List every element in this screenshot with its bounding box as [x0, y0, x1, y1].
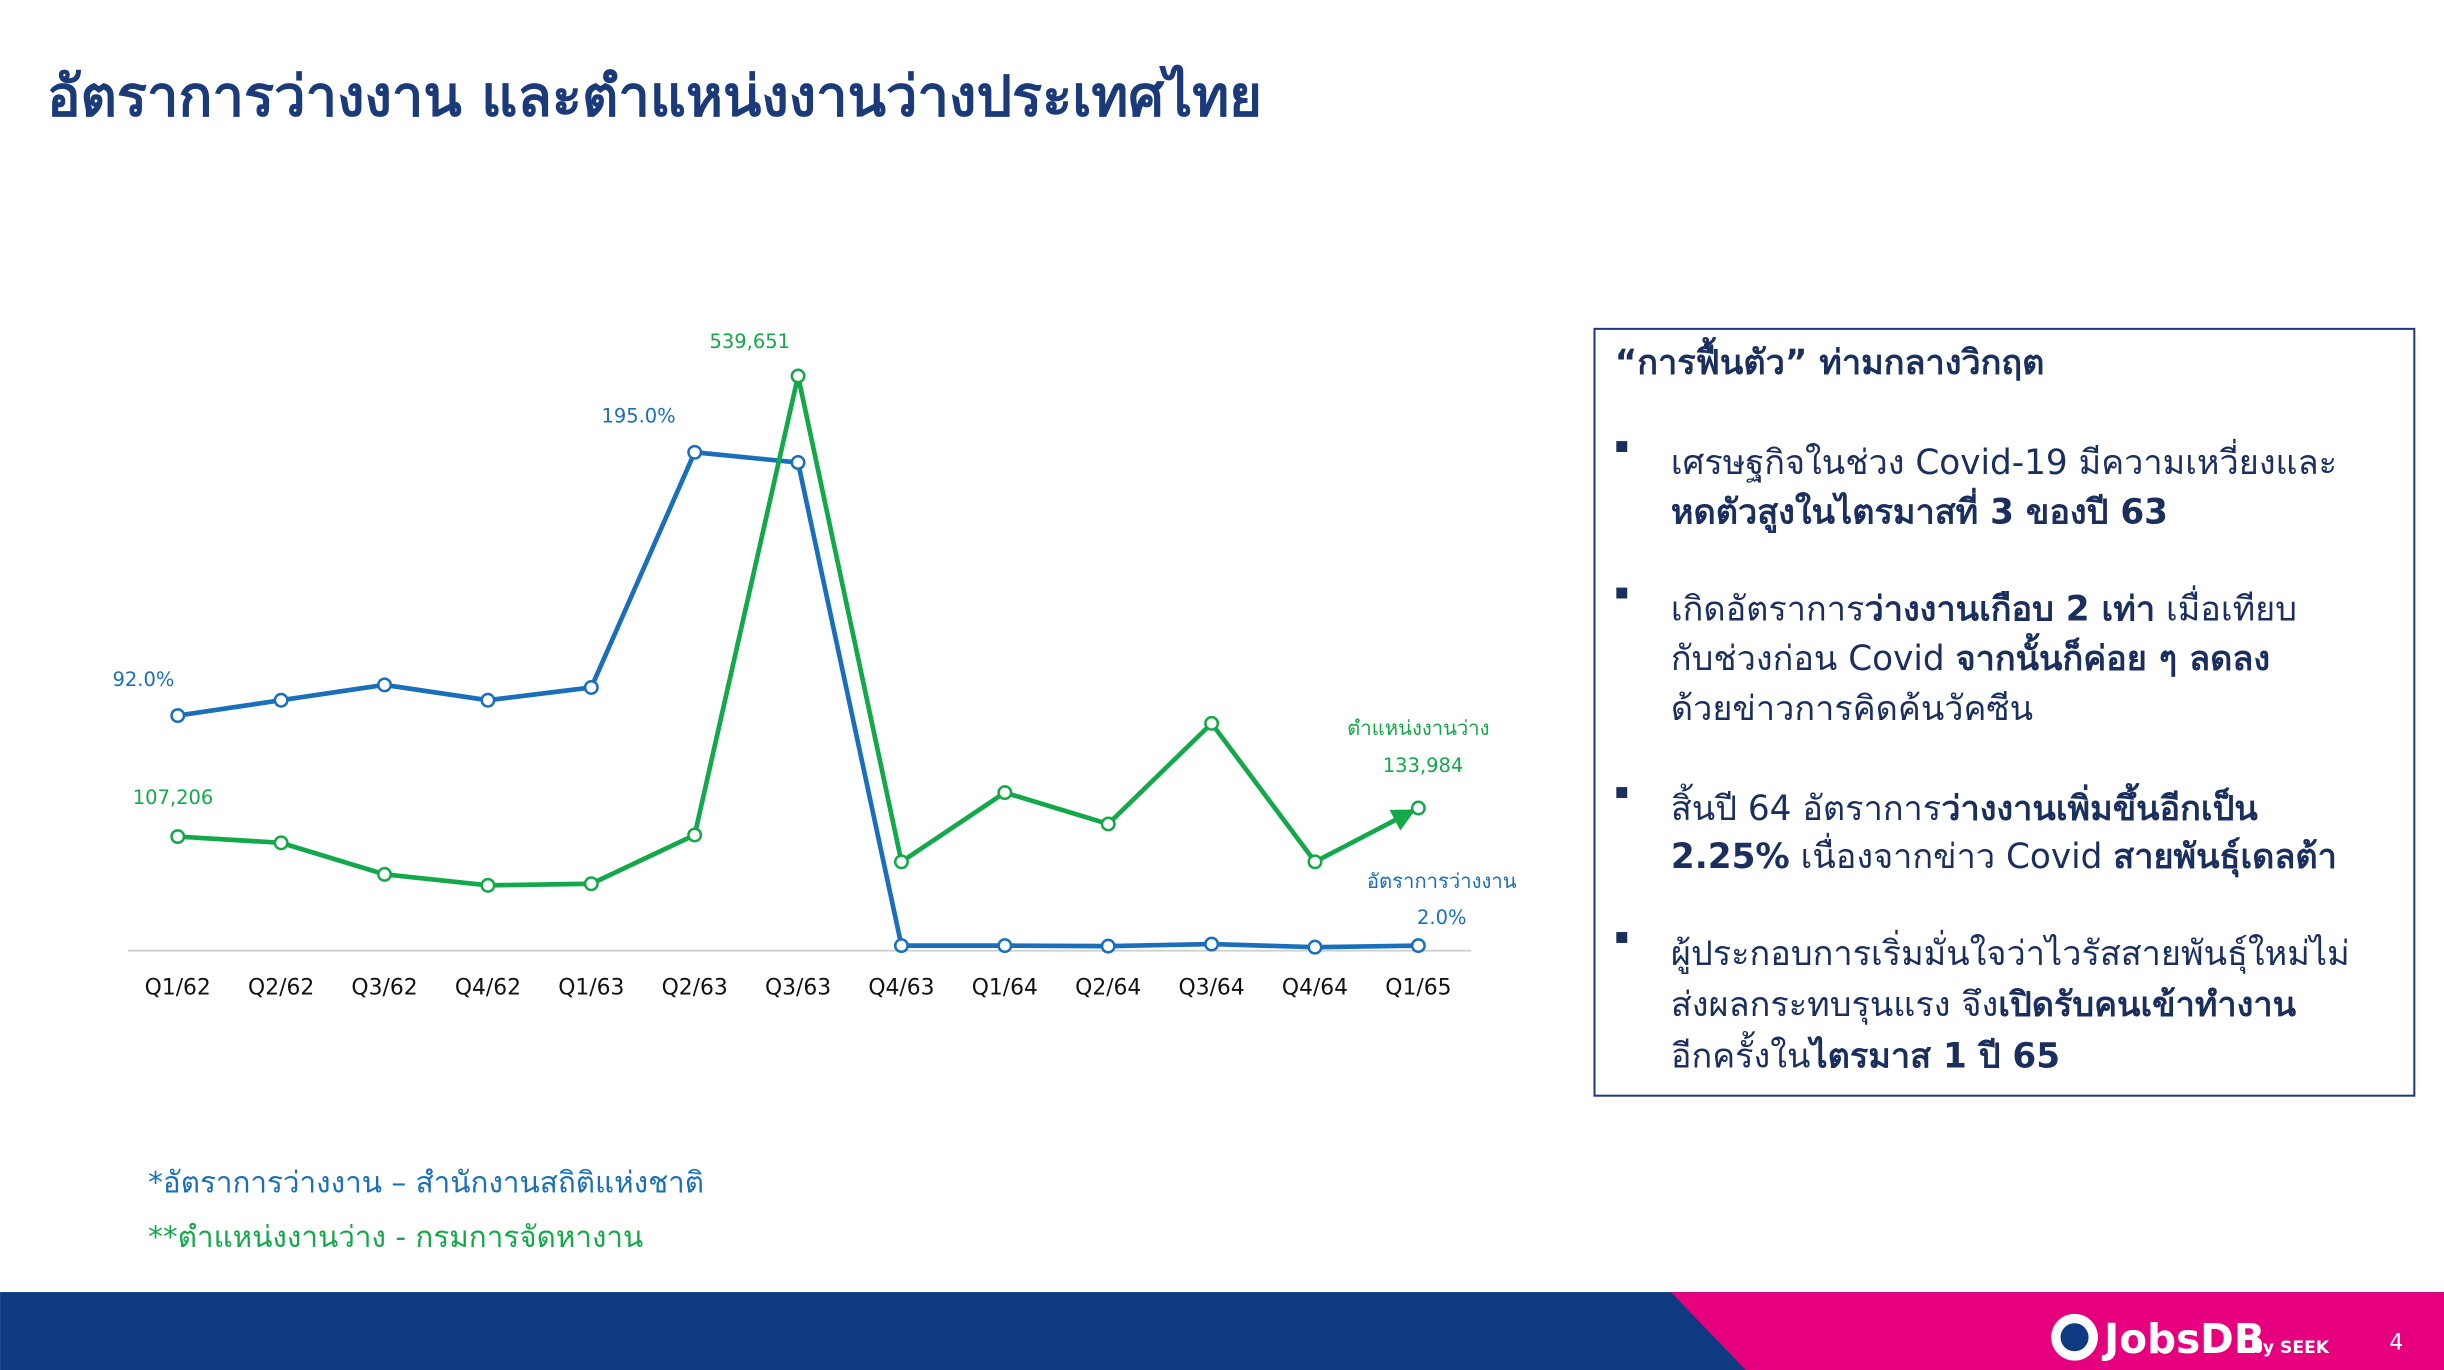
page-number: 4 — [2389, 1331, 2403, 1356]
bullet-text: เศรษฐกิจในช่วง Covid-19 มีความเหวี่ยงและ — [1671, 439, 2337, 483]
data-point — [377, 677, 392, 693]
x-tick-label: Q2/64 — [1075, 975, 1141, 1000]
data-label: 92.0% — [113, 668, 175, 691]
x-tick-label: Q2/63 — [662, 975, 728, 1000]
data-point — [790, 455, 806, 471]
bullet-text: ว่างงานเกือบ 2 เท่า — [1864, 589, 2155, 629]
bullet-line: หดตัวสูงในไตรมาสที่ 3 ของปี 63 — [1671, 488, 2168, 534]
bullet-text: เกิดอัตราการ — [1671, 589, 1865, 629]
bullet-text: จากนั้นก็ค่อย ๆ ลดลง — [1956, 633, 2270, 679]
data-point — [997, 938, 1013, 954]
data-point — [687, 444, 703, 460]
bullet-text: ส่งผลกระทบรุนแรง จึง — [1671, 985, 1998, 1025]
bullet-marker — [1616, 441, 1628, 452]
series-line — [177, 375, 1420, 888]
data-point — [170, 829, 186, 845]
bullet-text: เนื่องจากข่าว Covid — [1790, 833, 2114, 877]
data-point — [377, 866, 392, 882]
data-point — [1204, 936, 1220, 952]
x-tick-label: Q2/62 — [248, 975, 314, 1000]
bullet-text: ไตรมาส 1 ปี 65 — [1806, 1036, 2060, 1077]
x-tick-label: Q3/64 — [1179, 975, 1245, 1000]
bullet-marker — [1616, 787, 1628, 798]
bullet-line: กับช่วงก่อน Covid จากนั้นก็ค่อย ๆ ลดลง — [1671, 633, 2270, 679]
data-point — [893, 854, 909, 870]
data-label: 107,206 — [133, 786, 214, 809]
data-point — [583, 876, 599, 892]
data-point — [1410, 938, 1426, 954]
x-tick-label: Q1/62 — [145, 975, 211, 1000]
bullet-line: ผู้ประกอบการเริ่มมั่นใจว่าไวรัสสายพันธุ์… — [1671, 930, 2350, 974]
bullet-text: ด้วยข่าวการคิดค้นวัคซีน — [1671, 689, 2033, 729]
bullet-text: หดตัวสูงในไตรมาสที่ 3 ของปี 63 — [1671, 488, 2168, 534]
data-point — [583, 679, 599, 695]
bullet-line: อีกครั้งในไตรมาส 1 ปี 65 — [1671, 1031, 2060, 1077]
logo-sub: by SEEK — [2251, 1338, 2330, 1358]
data-label: 195.0% — [601, 405, 675, 428]
data-label: 2.0% — [1417, 906, 1466, 929]
data-point — [1410, 800, 1426, 816]
bullet-line: สิ้นปี 64 อัตราการว่างงานเพิ่มขึ้นอีกเป็… — [1671, 783, 2258, 829]
data-point — [893, 938, 909, 954]
bullet-text: ผู้ประกอบการเริ่มมั่นใจว่าไวรัสสายพันธุ์… — [1671, 930, 2350, 974]
bullet-text: เปิดรับคนเข้าทำงาน — [1998, 985, 2296, 1025]
x-tick-label: Q1/63 — [558, 975, 624, 1000]
end-arrow — [1389, 809, 1416, 831]
bullet-line: ด้วยข่าวการคิดค้นวัคซีน — [1671, 689, 2033, 729]
data-point — [997, 785, 1013, 801]
bullet-text: 2.25% — [1671, 837, 1790, 877]
data-point — [1307, 854, 1323, 870]
bullet-text: เมื่อเทียบ — [2155, 585, 2297, 629]
series-name: ตำแหน่งงานว่าง — [1347, 716, 1489, 740]
bullet-marker — [1616, 587, 1628, 599]
insight-panel — [1593, 327, 2416, 1097]
x-tick-label: Q4/64 — [1282, 975, 1348, 1000]
x-tick-label: Q3/62 — [351, 975, 417, 1000]
x-tick-label: Q1/64 — [972, 975, 1038, 1000]
bullet-text: สิ้นปี 64 อัตราการ — [1671, 783, 1941, 829]
footnote: *อัตราการว่างงาน – สำนักงานสถิติแห่งชาติ — [148, 1165, 704, 1199]
data-point — [170, 708, 186, 724]
bullet-text: อีกครั้งใน — [1671, 1031, 1811, 1077]
data-point — [480, 877, 496, 893]
series-line — [177, 449, 1419, 950]
data-point — [1307, 939, 1323, 955]
x-tick-label: Q1/65 — [1385, 975, 1451, 1000]
bullet-marker — [1616, 932, 1628, 943]
x-tick-label: Q4/62 — [455, 975, 521, 1000]
data-label: 539,651 — [709, 330, 790, 353]
data-point — [790, 368, 806, 384]
data-point — [273, 692, 289, 708]
bullet-line: เศรษฐกิจในช่วง Covid-19 มีความเหวี่ยงและ — [1671, 439, 2337, 483]
data-point — [1100, 938, 1116, 954]
bullet-line: ส่งผลกระทบรุนแรง จึงเปิดรับคนเข้าทำงาน — [1671, 985, 2297, 1025]
logo-icon — [2060, 1323, 2089, 1352]
bullet-line: เกิดอัตราการว่างงานเกือบ 2 เท่า เมื่อเที… — [1671, 585, 2297, 629]
footnote: **ตำแหน่งงานว่าง - กรมการจัดหางาน — [148, 1220, 643, 1254]
data-point — [687, 827, 703, 843]
data-label: 133,984 — [1383, 754, 1464, 777]
data-point — [480, 692, 496, 708]
data-point — [273, 835, 289, 851]
panel-heading: “การฟื้นตัว” ท่ามกลางวิกฤต — [1615, 337, 2045, 383]
data-point — [1204, 715, 1220, 731]
x-tick-label: Q4/63 — [868, 975, 934, 1000]
bullet-text: กับช่วงก่อน Covid — [1671, 639, 1956, 679]
logo: JobsDB — [2101, 1315, 2265, 1363]
series-name: อัตราการว่างงาน — [1367, 869, 1517, 893]
x-tick-label: Q3/63 — [765, 975, 831, 1000]
bullet-text: ว่างงานเพิ่มขึ้นอีกเป็น — [1941, 783, 2258, 829]
bullet-line: 2.25% เนื่องจากข่าว Covid สายพันธุ์เดลต้… — [1671, 833, 2337, 878]
data-point — [1100, 816, 1116, 832]
slide-title: อัตราการว่างงาน และตำแหน่งงานว่างประเทศไ… — [47, 63, 1262, 129]
bullet-text: สายพันธุ์เดลต้า — [2113, 837, 2337, 878]
